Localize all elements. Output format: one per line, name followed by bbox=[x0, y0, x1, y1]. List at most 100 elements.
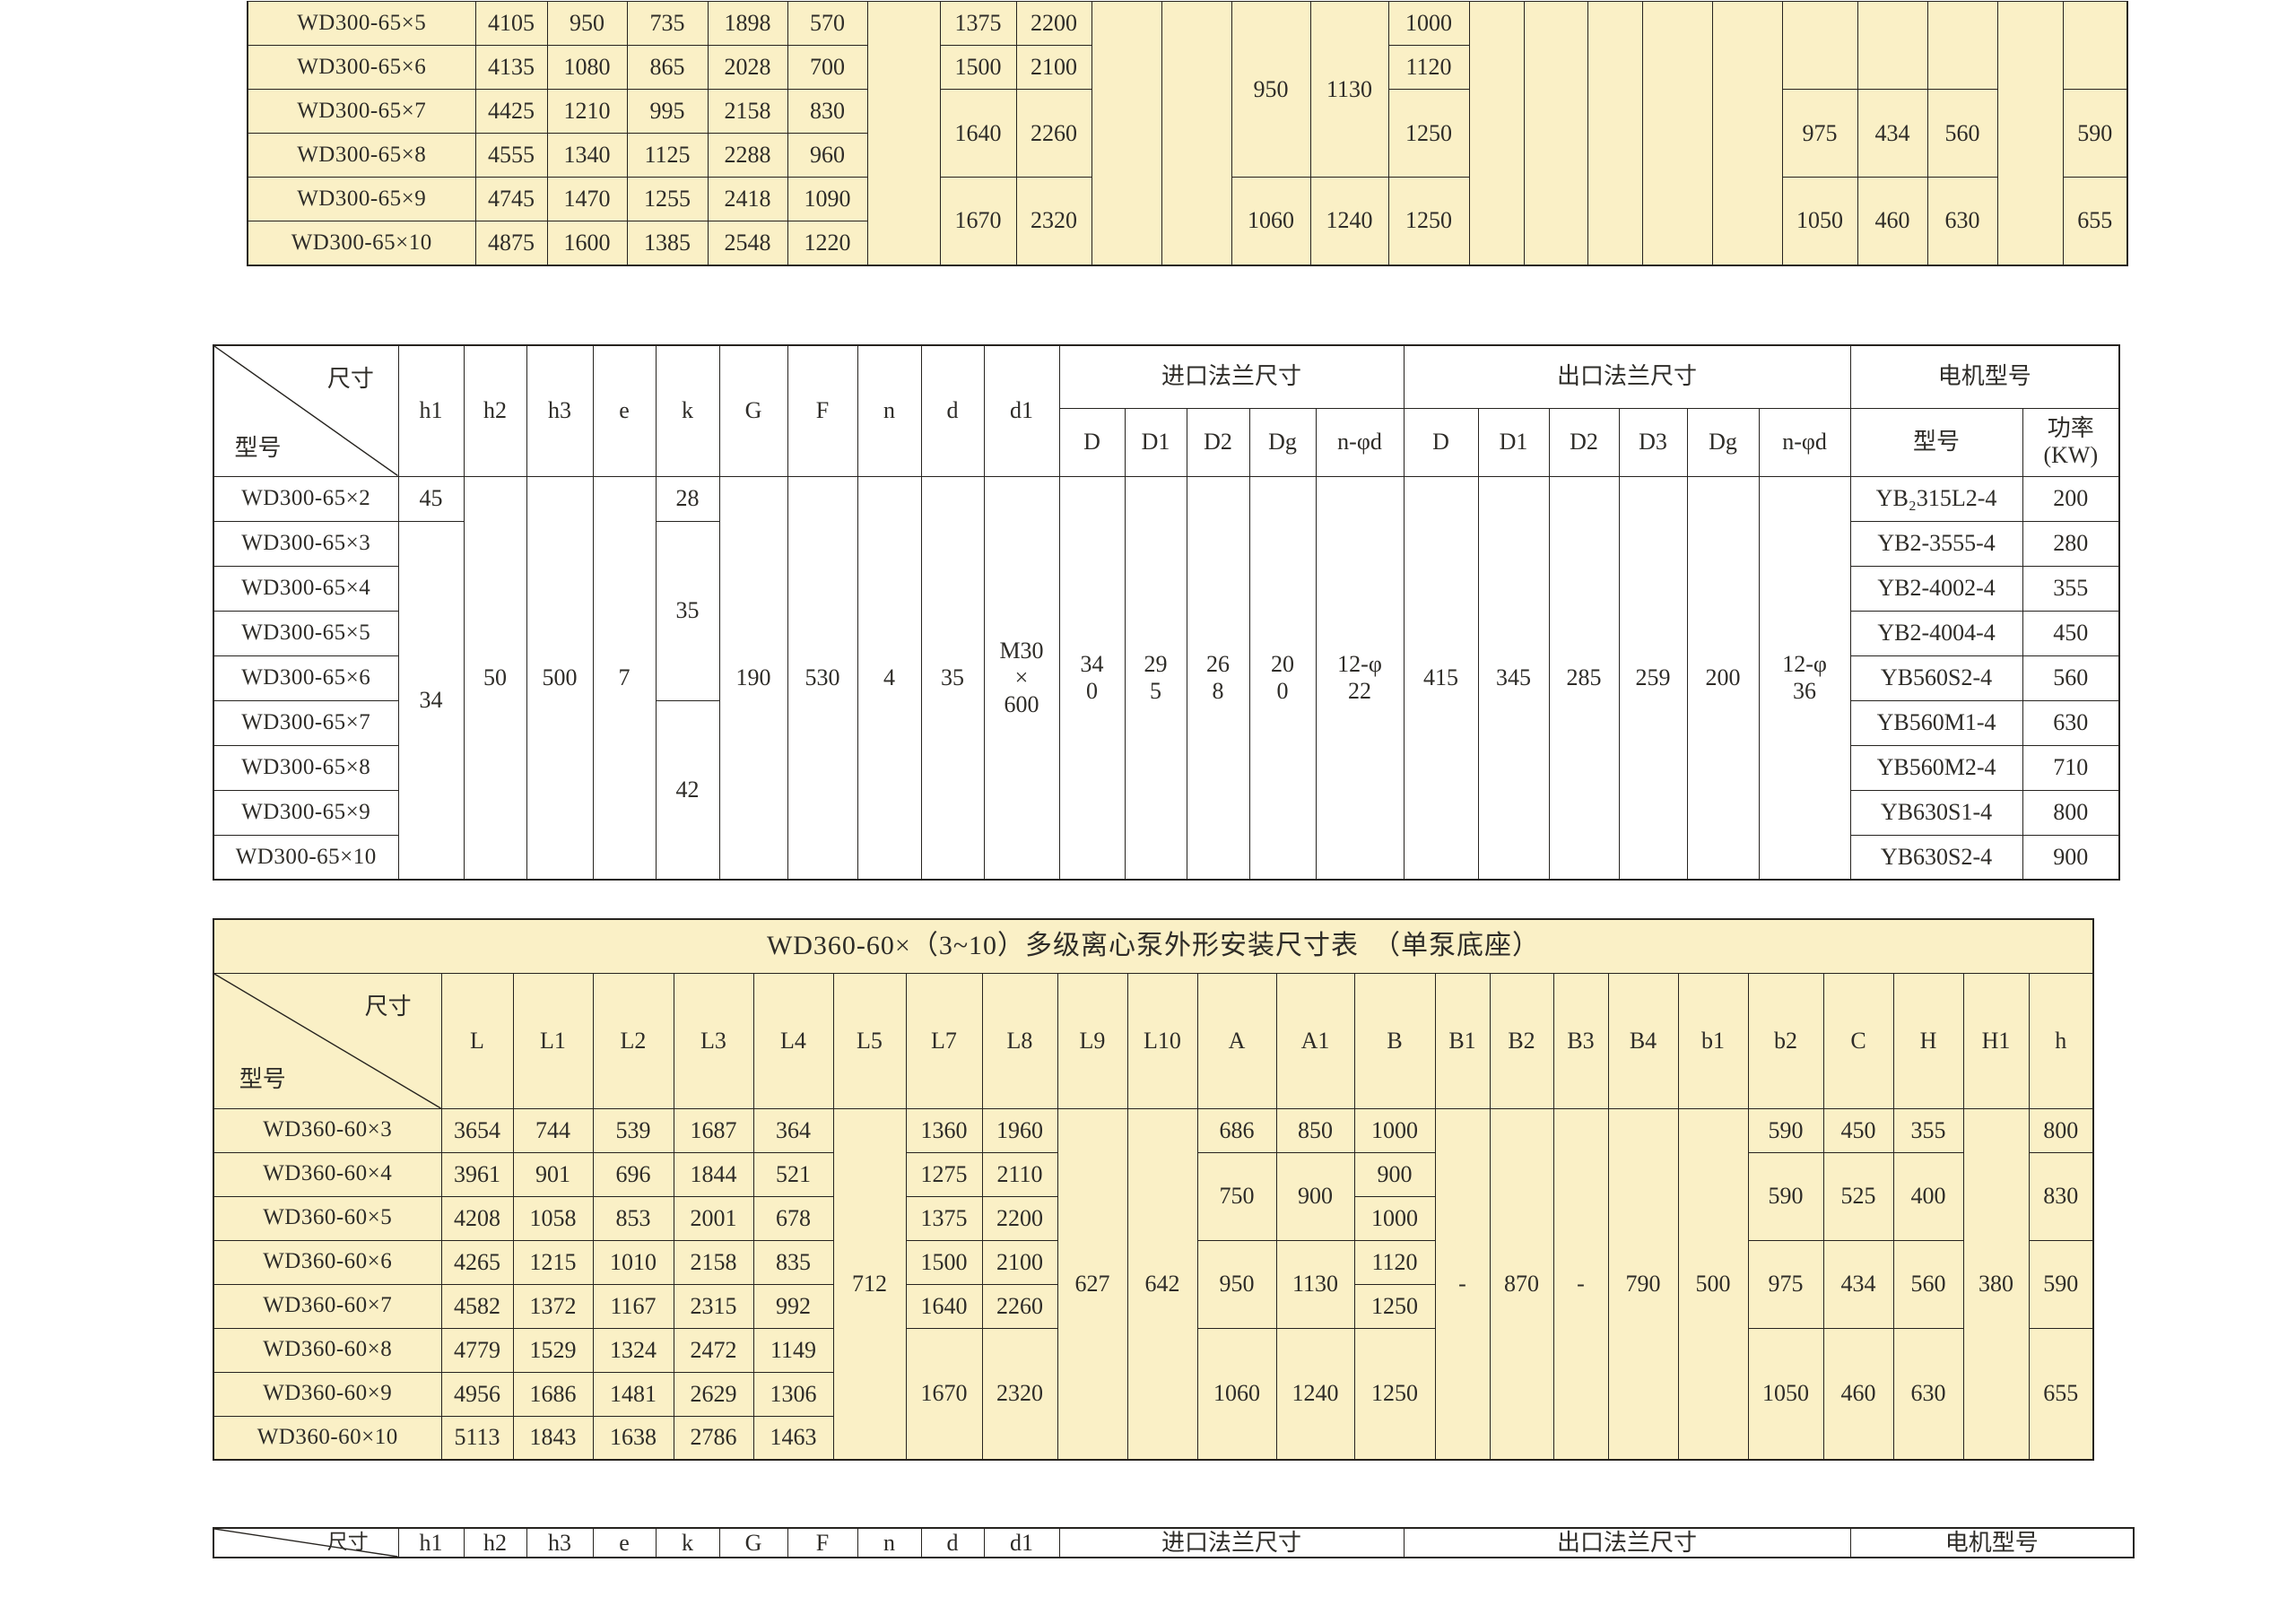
column-header: 出口法兰尺寸 bbox=[1403, 1527, 1851, 1558]
corner-diagonal-cell: 尺寸 型号 bbox=[213, 344, 399, 477]
value-cell: 1638 bbox=[592, 1415, 674, 1461]
table-row: WD300-65×10 YB630S2-4 900 bbox=[213, 834, 2120, 881]
value-cell: 735 bbox=[626, 1, 709, 46]
column-header: n-φd bbox=[1315, 407, 1405, 477]
value-cell: 1529 bbox=[512, 1327, 594, 1373]
value-cell: 525 bbox=[1822, 1151, 1894, 1241]
value-cell: 190 bbox=[718, 475, 788, 881]
value-cell: 1058 bbox=[512, 1195, 594, 1241]
value-cell: 3961 bbox=[440, 1151, 514, 1197]
value-cell: 590 bbox=[1747, 1151, 1824, 1241]
value-cell: YB560M2-4 bbox=[1849, 744, 2023, 791]
head-row: 尺寸 型号 L L1 L2 L3 L4 L5 L7 L8 L9 L10 A A1 B B1 B2 B3 B4 b1 b2… bbox=[213, 972, 2094, 1109]
value-cell: 1250 bbox=[1387, 177, 1470, 265]
column-header: h bbox=[2028, 972, 2094, 1109]
column-header: G bbox=[718, 1527, 788, 1558]
value-cell: 700 bbox=[787, 45, 868, 90]
value-cell: 3654 bbox=[440, 1107, 514, 1153]
table-row: WD360-60×3 3654 744 539 1687 364 712 1360 1960 62… bbox=[213, 1107, 2094, 1461]
column-header: d1 bbox=[983, 344, 1060, 477]
value-cell: 1275 bbox=[905, 1151, 983, 1197]
value-cell: 4956 bbox=[440, 1371, 514, 1417]
value-cell: YB2-3555-4 bbox=[1849, 520, 2023, 567]
value-cell: - bbox=[1552, 1107, 1609, 1461]
column-header: 型号 bbox=[1849, 407, 2023, 477]
value-cell: 1130 bbox=[1309, 1, 1389, 178]
table-row: WD360-60×10 5113 1843 1638 2786 1463 bbox=[213, 1415, 2093, 1461]
value-cell bbox=[1996, 1, 2064, 265]
column-header: h3 bbox=[526, 1527, 594, 1558]
table-row: WD300-65×7 42 YB560M1-4 630 bbox=[213, 699, 2120, 881]
value-cell: 2200 bbox=[981, 1195, 1058, 1241]
value-cell: 2320 bbox=[1015, 177, 1092, 265]
value-cell: 4105 bbox=[474, 1, 548, 46]
value-cell: 1215 bbox=[512, 1239, 594, 1285]
column-header: B4 bbox=[1607, 972, 1679, 1109]
value-cell: 712 bbox=[832, 1107, 907, 1461]
value-cell bbox=[1468, 1, 1525, 265]
column-header: A bbox=[1196, 972, 1277, 1109]
value-cell: 627 bbox=[1057, 1107, 1128, 1461]
value-cell: 630 bbox=[1926, 177, 1998, 265]
value-cell: 1000 bbox=[1353, 1195, 1436, 1241]
column-header: 进口法兰尺寸 bbox=[1058, 1527, 1405, 1558]
column-header: L2 bbox=[592, 972, 674, 1109]
column-header: D bbox=[1058, 407, 1126, 477]
value-cell: 1060 bbox=[1196, 1327, 1277, 1461]
value-cell: YB2-4002-4 bbox=[1849, 565, 2023, 612]
column-header: 功率 (KW) bbox=[2022, 407, 2120, 477]
model-cell: WD300-65×2 bbox=[213, 475, 399, 522]
value-cell bbox=[1857, 1, 1928, 90]
model-cell: WD360-60×9 bbox=[213, 1371, 442, 1417]
column-header: F bbox=[787, 1527, 858, 1558]
column-header: H bbox=[1892, 972, 1964, 1109]
column-header: 电机型号 bbox=[1849, 1527, 2135, 1558]
model-cell: WD300-65×7 bbox=[247, 89, 476, 134]
value-cell: 2548 bbox=[707, 221, 788, 265]
model-cell: WD360-60×5 bbox=[213, 1195, 442, 1241]
value-cell: 1844 bbox=[673, 1151, 754, 1197]
value-cell: 696 bbox=[592, 1151, 674, 1197]
column-header: L bbox=[440, 972, 514, 1109]
value-cell: 2028 bbox=[707, 45, 788, 90]
value-cell bbox=[866, 1, 941, 265]
value-cell: 35 bbox=[655, 520, 720, 701]
value-cell: 1687 bbox=[673, 1107, 754, 1153]
value-cell: 1240 bbox=[1309, 177, 1389, 265]
corner-diagonal-cell: 尺寸 型号 bbox=[213, 972, 442, 1109]
value-cell: 1060 bbox=[1231, 177, 1311, 265]
model-cell: WD300-65×5 bbox=[247, 1, 476, 46]
value-cell: 630 bbox=[2022, 699, 2120, 746]
value-cell: 800 bbox=[2028, 1107, 2094, 1153]
column-header: L10 bbox=[1126, 972, 1198, 1109]
value-cell: 530 bbox=[787, 475, 858, 881]
value-cell bbox=[1711, 1, 1783, 265]
corner-label-model: 型号 bbox=[234, 434, 282, 461]
value-cell: 1090 bbox=[787, 177, 868, 221]
value-cell: 1210 bbox=[546, 89, 628, 134]
value-cell: 1000 bbox=[1387, 1, 1470, 46]
model-cell: WD360-60×10 bbox=[213, 1415, 442, 1461]
value-cell: 1250 bbox=[1387, 89, 1470, 178]
value-cell: 2001 bbox=[673, 1195, 754, 1241]
table-row: WD360-60×5 4208 1058 853 2001 678 1375 2200 1000 bbox=[213, 1195, 2093, 1241]
column-header: h2 bbox=[463, 344, 527, 477]
value-cell: 2158 bbox=[707, 89, 788, 134]
value-cell: 521 bbox=[752, 1151, 834, 1197]
value-cell: 1120 bbox=[1387, 45, 1470, 90]
value-cell: 1375 bbox=[905, 1195, 983, 1241]
value-cell: 2315 bbox=[673, 1283, 754, 1329]
column-header: b1 bbox=[1677, 972, 1749, 1109]
column-header: e bbox=[592, 344, 657, 477]
column-header: D2 bbox=[1548, 407, 1620, 477]
table-row: WD300-65×9 4745 1470 1255 2418 1090 1670 2320 10… bbox=[247, 177, 2128, 265]
value-cell: 34 0 bbox=[1058, 475, 1126, 881]
value-cell: 1149 bbox=[752, 1327, 834, 1373]
model-cell: WD360-60×4 bbox=[213, 1151, 442, 1197]
column-header: n bbox=[857, 344, 922, 477]
value-cell: 1375 bbox=[939, 1, 1017, 46]
value-cell: 1670 bbox=[939, 177, 1017, 265]
value-cell: 950 bbox=[546, 1, 628, 46]
column-header: A1 bbox=[1275, 972, 1355, 1109]
